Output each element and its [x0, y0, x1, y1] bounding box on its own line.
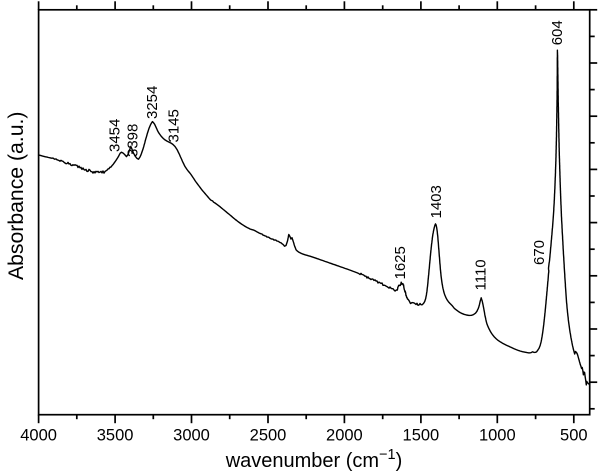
- svg-text:3254: 3254: [144, 86, 161, 119]
- svg-text:3398: 3398: [125, 124, 142, 157]
- svg-text:3000: 3000: [173, 427, 210, 445]
- svg-text:604: 604: [549, 20, 566, 45]
- svg-text:1110: 1110: [473, 259, 490, 290]
- svg-text:3454: 3454: [107, 119, 124, 152]
- svg-text:1000: 1000: [479, 427, 516, 445]
- svg-text:Absorbance (a.u.): Absorbance (a.u.): [5, 112, 28, 280]
- svg-text:2500: 2500: [250, 427, 287, 445]
- svg-text:4000: 4000: [20, 427, 57, 445]
- svg-text:2000: 2000: [326, 427, 363, 445]
- svg-text:3500: 3500: [97, 427, 134, 445]
- svg-text:1625: 1625: [392, 246, 409, 279]
- svg-text:670: 670: [531, 240, 548, 265]
- svg-text:500: 500: [560, 427, 588, 445]
- svg-text:3145: 3145: [166, 109, 183, 142]
- svg-text:1403: 1403: [428, 185, 445, 218]
- svg-text:1500: 1500: [403, 427, 440, 445]
- svg-text:wavenumber (cm−1): wavenumber (cm−1): [225, 447, 403, 472]
